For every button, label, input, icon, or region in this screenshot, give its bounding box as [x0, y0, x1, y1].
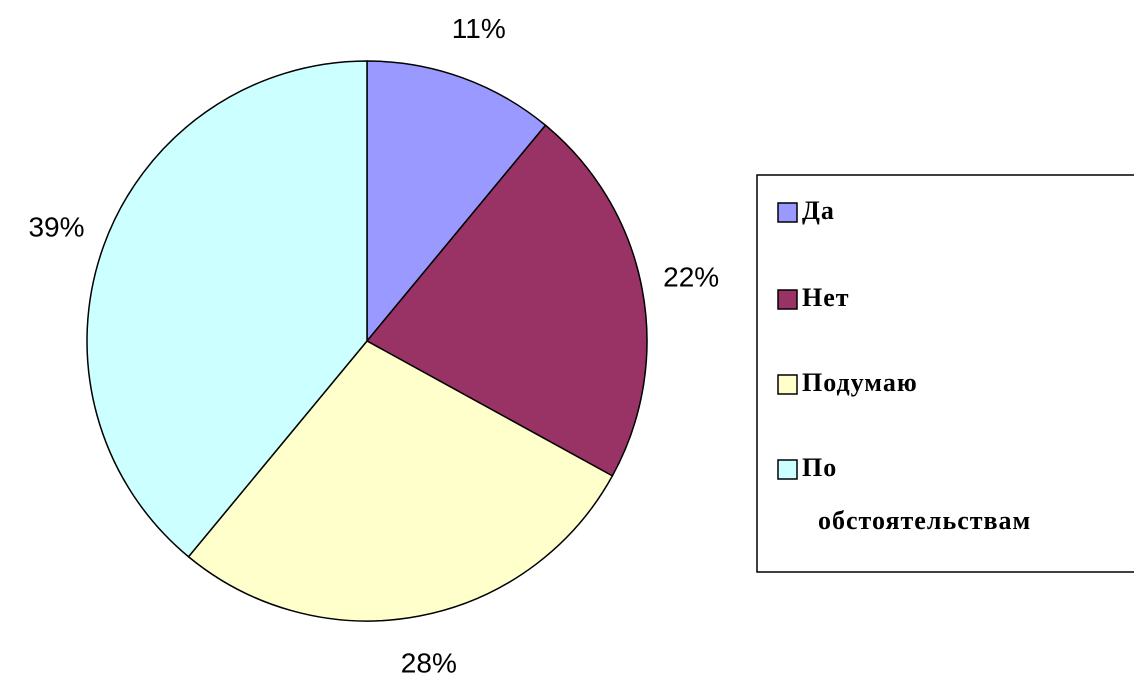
legend-swatch — [777, 289, 798, 310]
legend-swatch — [777, 459, 798, 480]
slice-label: 28% — [401, 648, 457, 675]
legend-swatch — [777, 202, 798, 223]
slice-label: 11% — [452, 13, 506, 44]
legend-swatch — [777, 374, 798, 395]
legend-label: Да — [802, 196, 835, 225]
pie-slice — [365, 124, 648, 477]
legend-box — [756, 174, 1134, 573]
legend-label: По обстоятельствам — [802, 453, 1031, 535]
pie-slice — [86, 60, 368, 558]
legend-label: Подумаю — [802, 368, 918, 397]
slice-label: 22% — [663, 262, 719, 293]
legend-label: Нет — [802, 283, 850, 312]
pie-slice — [366, 60, 547, 344]
slice-label: 39% — [28, 212, 84, 243]
pie-slice — [187, 340, 614, 622]
